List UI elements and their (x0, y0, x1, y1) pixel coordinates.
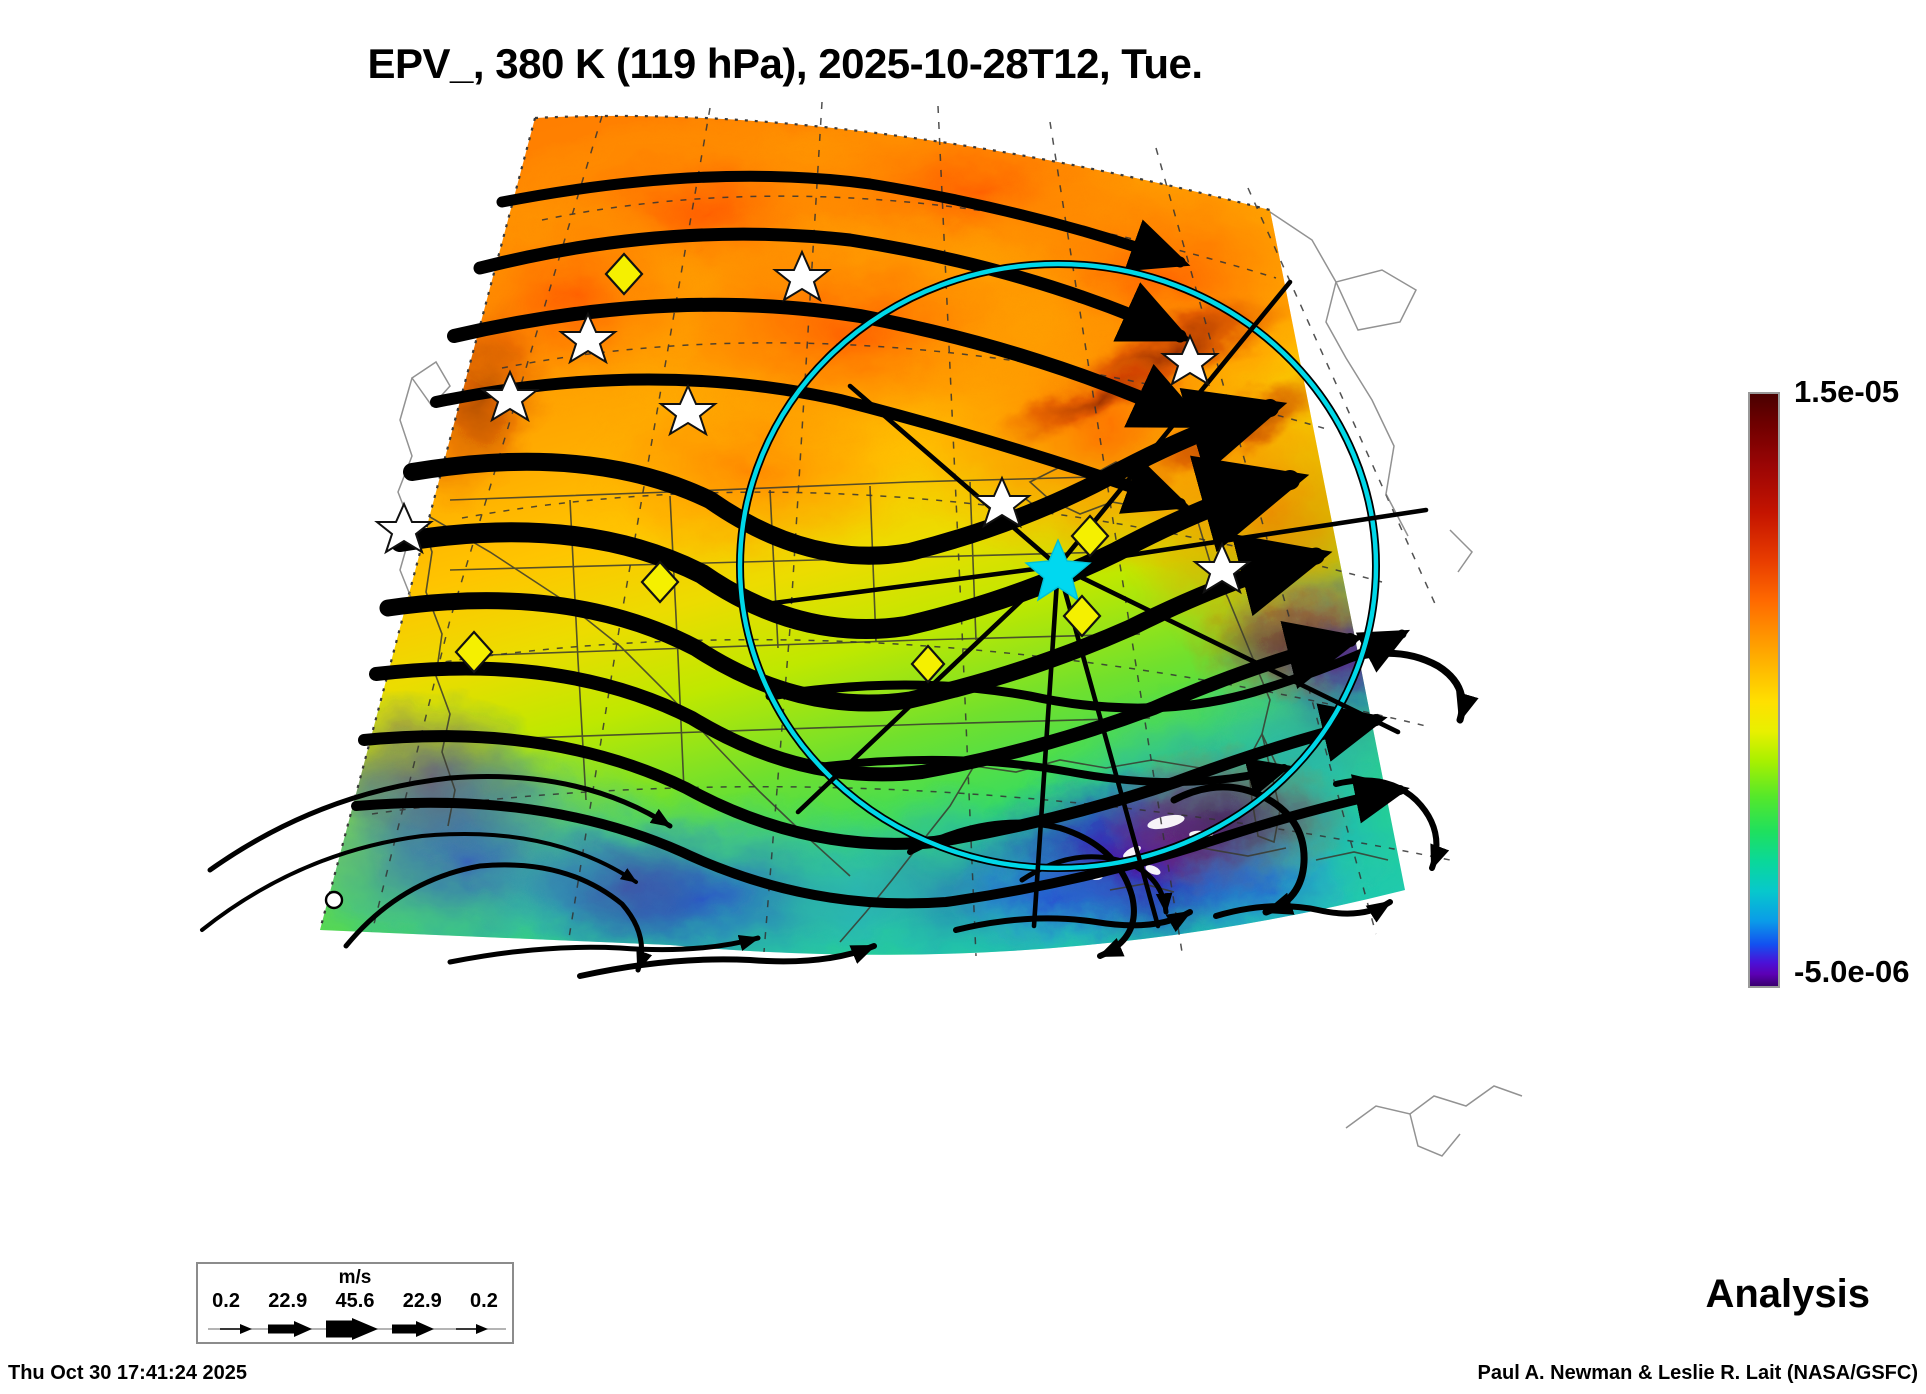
map-panel[interactable] (150, 100, 1570, 1260)
base-station-marker[interactable] (1024, 538, 1092, 602)
wind-speed-legend: m/s 0.2 22.9 45.6 22.9 0.2 (196, 1262, 514, 1344)
wind-tick-4: 0.2 (470, 1290, 498, 1312)
wind-legend-arrow-scale (208, 1318, 506, 1340)
colorbar-gradient (1748, 392, 1780, 988)
wind-legend-ticks: 0.2 22.9 45.6 22.9 0.2 (198, 1290, 512, 1313)
epv-shaded-field (320, 115, 1405, 955)
outside-coastlines (397, 211, 1523, 1157)
map-canvas[interactable] (150, 100, 1570, 1260)
colorbar-min-label: -5.0e-06 (1794, 954, 1910, 989)
projection-boundary (318, 114, 1271, 931)
colorbar-max-label: 1.5e-05 (1794, 374, 1900, 409)
star-site-marker[interactable] (374, 249, 1252, 595)
wind-tick-3: 22.9 (402, 1290, 442, 1312)
generation-timestamp: Thu Oct 30 17:41:24 2025 (8, 1362, 248, 1384)
author-credit: Paul A. Newman & Leslie R. Lait (NASA/GS… (1477, 1362, 1918, 1384)
wind-tick-2: 45.6 (335, 1290, 375, 1312)
analysis-label: Analysis (1705, 1272, 1870, 1316)
flight-range-circle[interactable] (736, 260, 1380, 872)
station-markers[interactable] (324, 249, 1252, 910)
wind-streamlines (200, 170, 1479, 979)
page-title: EPV_, 380 K (119 hPa), 2025-10-28T12, Tu… (367, 40, 1203, 87)
diamond-site-marker[interactable] (454, 252, 1110, 684)
colorbar: 1.5e-05 -5.0e-06 (1740, 374, 1926, 1000)
wind-tick-1: 22.9 (268, 1290, 308, 1312)
wind-legend-units-label: m/s (338, 1267, 372, 1288)
corner-point-marker[interactable] (324, 890, 344, 910)
wind-tick-0: 0.2 (212, 1290, 240, 1312)
